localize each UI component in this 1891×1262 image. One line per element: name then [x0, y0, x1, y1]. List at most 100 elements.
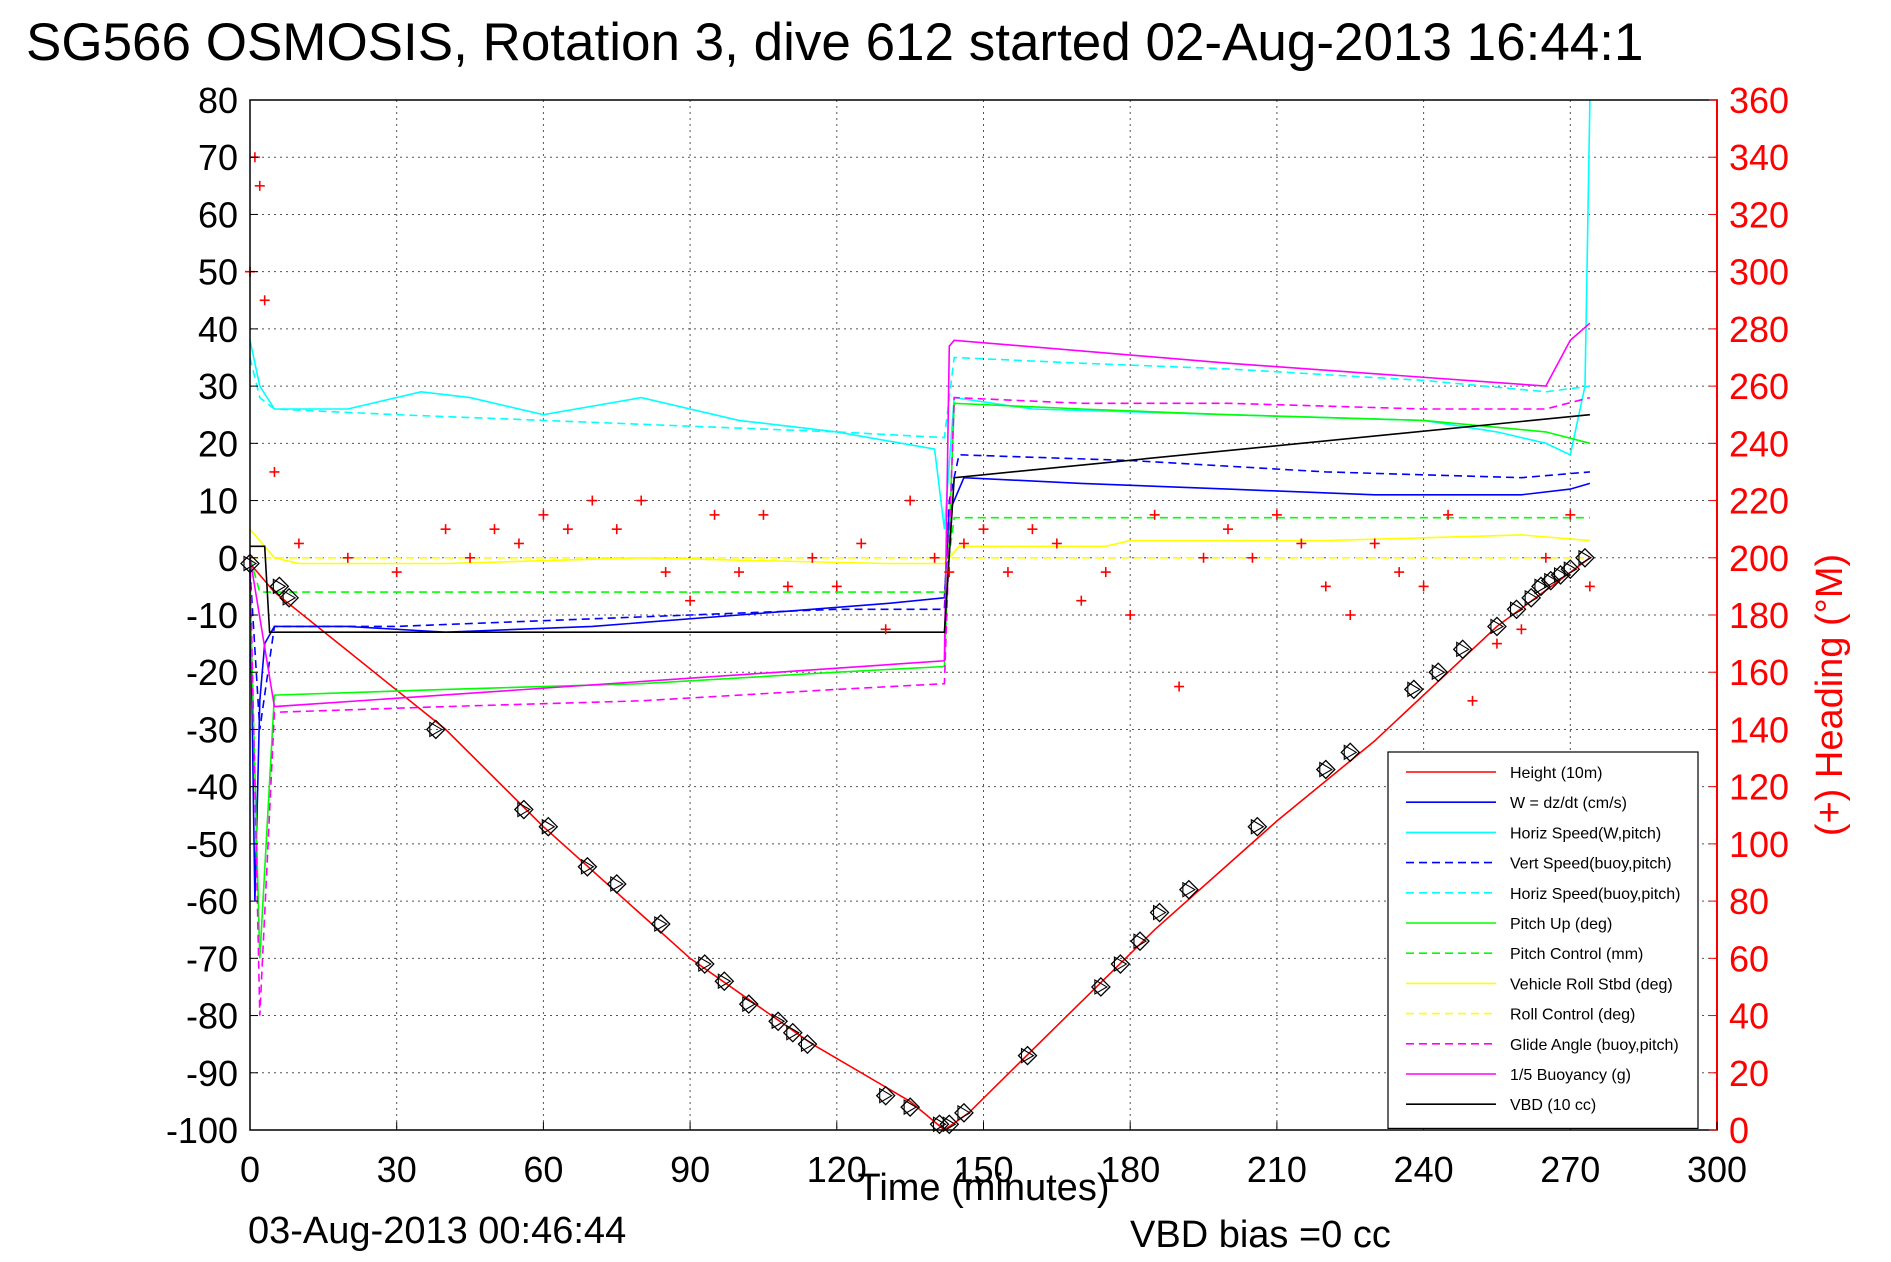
axis-layer: 0 30 60 90 120 150 180 210 240 270 300-100-90-80-7…	[166, 80, 1789, 1190]
x-tick-label: 180	[1100, 1149, 1160, 1190]
heading-point	[709, 509, 720, 520]
footer-date: 03-Aug-2013 00:46:44	[248, 1210, 627, 1252]
heading-point	[259, 295, 270, 306]
page-title: SG566 OSMOSIS, Rotation 3, dive 612 star…	[26, 13, 1644, 72]
right-y-tick-label: 100	[1729, 824, 1789, 865]
heading-point	[269, 466, 280, 477]
x-tick-label: 90	[670, 1149, 710, 1190]
right-y-tick-label: 360	[1729, 80, 1789, 121]
heading-point	[1394, 567, 1405, 578]
triangle-marker	[698, 956, 712, 973]
legend: Height (10m) W = dz/dt (cm/s) Horiz Speed(…	[1387, 751, 1699, 1129]
series-line-5	[249, 356, 1591, 439]
heading-point	[254, 180, 265, 191]
legend-entry-label: Vert Speed(buoy,pitch)	[1510, 856, 1672, 873]
triangle-marker	[1490, 618, 1505, 635]
x-axis-label: Time (minutes)	[858, 1167, 1110, 1209]
heading-point	[807, 552, 818, 563]
legend-entry-label: Glide Angle (buoy,pitch)	[1510, 1037, 1679, 1054]
y-tick-label: 20	[198, 423, 238, 464]
x-tick-label: 60	[523, 1149, 563, 1190]
legend-entry-label: Roll Control (deg)	[1510, 1007, 1635, 1024]
right-y-tick-label: 180	[1729, 595, 1789, 636]
heading-point	[758, 509, 769, 520]
series-line-7	[249, 516, 1590, 593]
triangle-marker	[1544, 572, 1558, 589]
right-y-tick-label: 120	[1729, 767, 1789, 808]
legend-box	[1387, 751, 1699, 1129]
right-y-tick-label: 260	[1729, 366, 1789, 407]
y-tick-label: -50	[186, 824, 238, 865]
legend-entry-label: Horiz Speed(W,pitch)	[1510, 825, 1661, 842]
triangle-marker	[580, 858, 595, 875]
vbd-bias-text: VBD bias =0 cc	[1130, 1214, 1391, 1256]
y-tick-label: -100	[166, 1110, 238, 1151]
right-y-tick-label: 320	[1729, 194, 1789, 235]
heading-point	[293, 538, 304, 549]
right-y-tick-label: 40	[1729, 996, 1769, 1037]
right-y-tick-label: 300	[1729, 252, 1789, 293]
triangle-marker	[1524, 589, 1539, 606]
right-y-tick-label: 20	[1729, 1053, 1769, 1094]
triangle-marker	[1152, 904, 1167, 921]
heading-point	[1100, 567, 1111, 578]
y-tick-label: -60	[186, 881, 238, 922]
heading-point	[1491, 638, 1502, 649]
triangle-marker	[1113, 956, 1128, 973]
heading-point	[1296, 538, 1307, 549]
series-line-3	[249, 99, 1591, 530]
triangle-marker	[903, 1099, 918, 1116]
y-tick-label: -90	[186, 1053, 238, 1094]
x-tick-label: 240	[1394, 1149, 1454, 1190]
x-tick-label: 270	[1540, 1149, 1600, 1190]
series-line-12	[250, 413, 1590, 634]
triangle-marker	[1094, 978, 1108, 995]
right-y-tick-label: 200	[1729, 538, 1789, 579]
heading-point	[342, 552, 353, 563]
triangle-marker	[1509, 601, 1524, 618]
y-tick-label: 50	[198, 252, 238, 293]
y-tick-label: 0	[218, 538, 238, 579]
heading-point	[1051, 538, 1062, 549]
heading-point	[978, 524, 989, 535]
heading-point	[465, 552, 476, 563]
heading-point	[1540, 552, 1551, 563]
y-tick-label: 40	[198, 309, 238, 350]
y-tick-label: 10	[198, 481, 238, 522]
legend-entry-label: W = dz/dt (cm/s)	[1510, 795, 1627, 812]
y-tick-label: -20	[186, 652, 238, 693]
triangle-marker	[1578, 549, 1593, 566]
series-line-11	[249, 322, 1591, 708]
x-tick-label: 120	[807, 1149, 867, 1190]
legend-entry-label: 1/5 Buoyancy (g)	[1510, 1067, 1631, 1084]
y-tick-label: 60	[198, 194, 238, 235]
heading-point	[905, 495, 916, 506]
right-y-tick-label: 140	[1729, 709, 1789, 750]
y-tick-label: 70	[198, 137, 238, 178]
triangle-marker	[1456, 641, 1470, 658]
heading-point	[1369, 538, 1380, 549]
triangle-marker	[932, 1116, 947, 1133]
y-tick-label: -80	[186, 996, 238, 1037]
triangle-marker	[800, 1036, 815, 1053]
heading-point	[782, 581, 793, 592]
right-y-tick-label: 60	[1729, 938, 1769, 979]
y-tick-label: 30	[198, 366, 238, 407]
triangle-marker	[610, 875, 624, 892]
heading-point	[1516, 624, 1527, 635]
triangle-marker	[654, 916, 668, 932]
heading-point	[611, 524, 622, 535]
right-y-tick-label: 80	[1729, 881, 1769, 922]
right-y-axis-label: (+) Heading (°M)	[1809, 554, 1851, 836]
heading-point	[440, 524, 451, 535]
heading-point	[538, 509, 549, 520]
heading-point	[1320, 581, 1331, 592]
triangle-marker	[957, 1104, 972, 1121]
x-tick-label: 150	[953, 1149, 1013, 1190]
heading-point	[513, 538, 524, 549]
legend-entry-label: Vehicle Roll Stbd (deg)	[1510, 976, 1673, 993]
heading-point	[880, 624, 891, 635]
y-tick-label: -40	[186, 767, 238, 808]
legend-entry-label: Pitch Up (deg)	[1510, 916, 1612, 933]
heading-point	[1345, 610, 1356, 620]
